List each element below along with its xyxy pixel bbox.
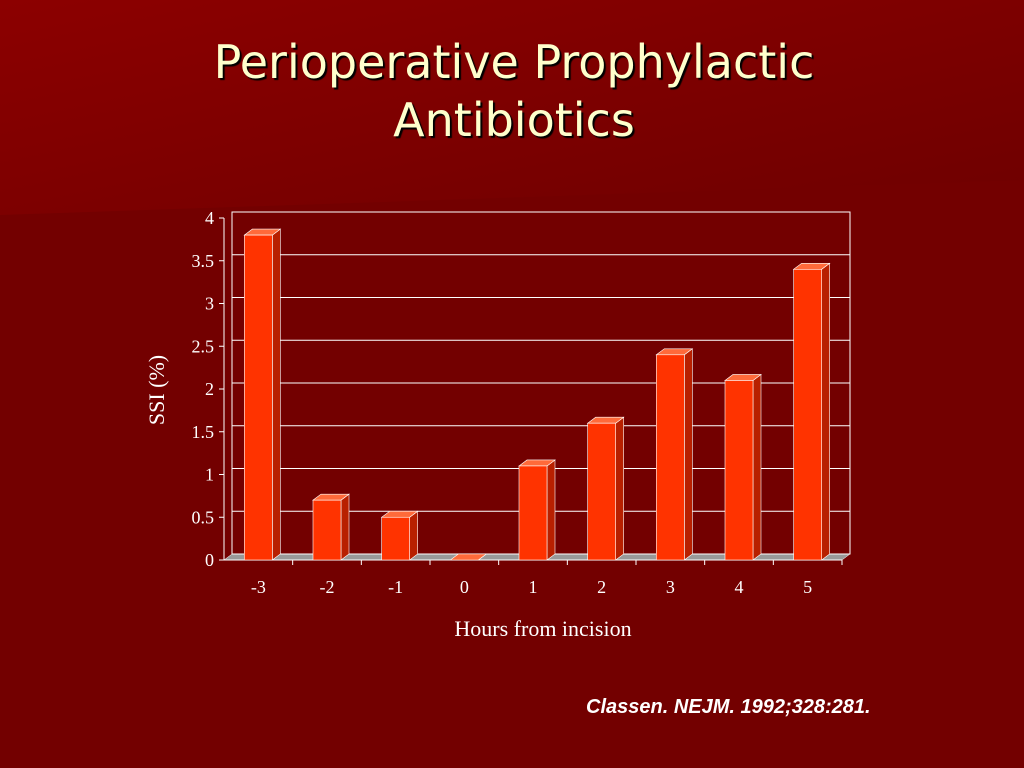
bar (244, 234, 273, 561)
bar (518, 465, 548, 561)
y-tick-label: 1.5 (192, 422, 215, 442)
bar (724, 380, 754, 561)
y-axis-label: SSI (%) (144, 355, 169, 425)
y-tick-label: 1 (205, 465, 214, 485)
x-tick-label: -2 (320, 577, 335, 597)
bar (381, 516, 410, 561)
y-tick-label: 4 (205, 208, 214, 228)
bar-side (684, 348, 693, 561)
bar-side (546, 459, 556, 561)
bar-side (340, 493, 350, 561)
y-tick-label: 0 (205, 550, 214, 570)
y-tick-label: 3 (205, 294, 214, 314)
bar (656, 354, 685, 561)
bar-top (449, 553, 488, 561)
y-tick-label: 2.5 (192, 336, 215, 356)
x-axis-label: Hours from incision (454, 616, 631, 641)
bar-side (821, 262, 830, 561)
x-tick-label: 5 (803, 577, 812, 597)
bar (793, 268, 822, 561)
x-tick-label: 1 (529, 577, 538, 597)
x-tick-label: 2 (597, 577, 606, 597)
y-tick-label: 0.5 (192, 507, 215, 527)
y-tick-label: 3.5 (192, 251, 215, 271)
bar-side (752, 373, 762, 561)
x-tick-label: 3 (666, 577, 675, 597)
bar-side (615, 416, 624, 561)
bar (587, 422, 616, 561)
citation: Classen. NEJM. 1992;328:281. (586, 696, 871, 718)
header-band (0, 0, 1024, 215)
title-line-1: Perioperative Prophylactic Antibiotics (214, 35, 815, 147)
y-tick-label: 2 (205, 379, 214, 399)
bar-side (409, 510, 418, 561)
x-tick-label: -1 (388, 577, 403, 597)
bar-side (272, 228, 281, 561)
x-tick-label: 0 (460, 577, 469, 597)
bar (312, 499, 342, 561)
x-tick-label: 4 (735, 577, 744, 597)
x-tick-label: -3 (251, 577, 266, 597)
